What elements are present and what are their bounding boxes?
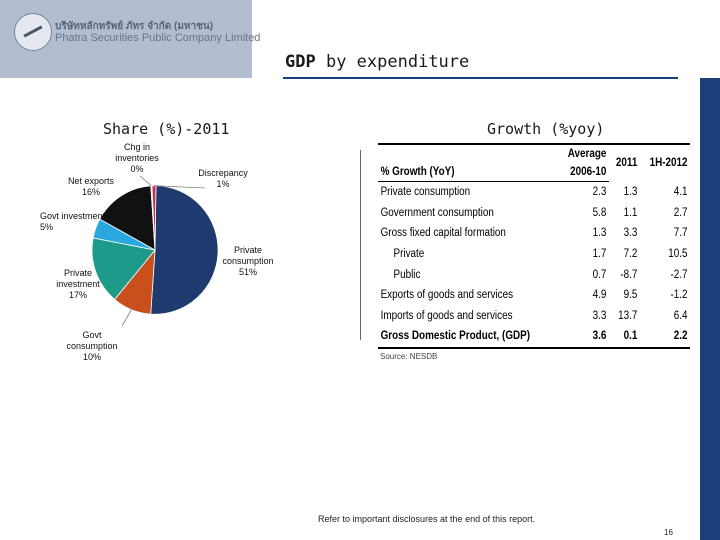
table-row: Gross Domestic Product, (GDP) 3.6 0.1 2.2 (378, 326, 690, 349)
row-2011: 1.3 (623, 186, 638, 199)
row-label: Imports of goods and services (380, 309, 513, 322)
row-label: Public (393, 268, 421, 281)
header-2006-10: 2006-10 (564, 163, 609, 182)
pie-slice-net-exports (99, 185, 156, 251)
table-row: Private consumption 2.3 1.3 4.1 (378, 182, 690, 203)
title-underline (283, 77, 678, 79)
right-accent-bar (700, 78, 720, 540)
header-1h-2012: 1H-2012 (646, 143, 690, 182)
company-name-thai: บริษัทหลักทรัพย์ ภัทร จำกัด (มหาชน) (55, 21, 214, 32)
pie-label-private-consumption: Private consumption 51% (222, 245, 273, 277)
row-2011: -8.7 (620, 268, 638, 281)
row-average: 0.7 (592, 268, 607, 281)
gdp-growth-table: Average 2011 1H-2012 % Growth (YoY) 2006… (378, 143, 690, 349)
header-average: Average (564, 143, 609, 163)
table-row: Imports of goods and services 3.3 13.7 6.4 (378, 306, 690, 327)
pie-label-private-investment: Private investment 17% (56, 268, 100, 300)
table-left-rule (360, 150, 361, 340)
gdp-share-pie-chart: Private consumption 51% Govt consumption 10% P… (40, 142, 274, 362)
pie-label-net-exports: Net exports 16% (68, 176, 115, 197)
row-label: Private consumption (380, 186, 471, 199)
row-average: 2.3 (592, 186, 607, 199)
pie-slice-private-consumption (150, 185, 219, 315)
company-logo: บริษัทหลักทรัพย์ ภัทร จำกัด (มหาชน) Phat… (0, 0, 260, 78)
page-number: 16 (664, 528, 673, 537)
table-row: Private 1.7 7.2 10.5 (378, 244, 690, 265)
pie-label-govt-consumption: Govt consumption 10% (66, 330, 117, 362)
row-1h-2012: 10.5 (668, 248, 688, 261)
company-name-english: Phatra Securities Public Company Limited (55, 32, 261, 44)
pie-label-chg-in-inventories: Chg in inventories 0% (115, 142, 159, 174)
row-2011: 1.1 (623, 206, 638, 219)
row-1h-2012: -2.7 (670, 268, 688, 281)
row-average: 1.3 (592, 227, 607, 240)
page-title-bold: GDP (285, 52, 316, 72)
row-label: Gross Domestic Product, (GDP) (378, 326, 533, 349)
row-2011: 7.2 (623, 248, 638, 261)
row-label: Exports of goods and services (380, 289, 514, 302)
logo-emblem-icon (14, 13, 52, 51)
row-2011: 9.5 (623, 289, 638, 302)
page-title-rest: by expenditure (325, 52, 470, 72)
row-1h-2012: -1.2 (670, 289, 688, 302)
table-header-row-2: % Growth (YoY) 2006-10 (378, 163, 690, 182)
header-growth-label: % Growth (YoY) (378, 163, 533, 182)
row-average: 3.6 (564, 326, 609, 349)
table-row: Gross fixed capital formation 1.3 3.3 7.7 (378, 223, 690, 244)
share-chart-title: Share (%)-2011 (103, 120, 230, 138)
pie-slice-private-investment (91, 237, 156, 300)
row-1h-2012: 2.7 (673, 206, 688, 219)
growth-table-title: Growth (%yoy) (487, 120, 605, 138)
row-label: Government consumption (380, 206, 494, 219)
pie-leader-line (139, 175, 152, 187)
header-2011: 2011 (613, 143, 640, 182)
row-average: 4.9 (592, 289, 607, 302)
table-row: Government consumption 5.8 1.1 2.7 (378, 203, 690, 224)
row-2011: 13.7 (617, 309, 638, 322)
table-row: Public 0.7 -8.7 -2.7 (378, 264, 690, 285)
table-source: Source: NESDB (380, 352, 438, 361)
page-title: GDP by expenditure (285, 52, 469, 72)
row-average: 3.3 (592, 309, 607, 322)
pie-leader-line (153, 185, 206, 189)
row-1h-2012: 6.4 (673, 309, 688, 322)
pie-label-govt-investment: Govt investment 5% (40, 211, 106, 232)
row-2011: 3.3 (623, 227, 638, 240)
row-average: 5.8 (592, 206, 607, 219)
row-1h-2012: 2.2 (646, 326, 690, 349)
disclaimer-text: Refer to important disclosures at the en… (318, 514, 536, 524)
table-header-row-1: Average 2011 1H-2012 (378, 143, 690, 182)
pie-label-discrepancy: Discrepancy 1% (198, 168, 248, 189)
table-row: Exports of goods and services 4.9 9.5 -1.2 (378, 285, 690, 306)
row-1h-2012: 7.7 (673, 227, 688, 240)
row-average: 1.7 (592, 248, 607, 261)
row-label: Gross fixed capital formation (380, 227, 506, 240)
row-1h-2012: 4.1 (673, 186, 688, 199)
row-2011: 0.1 (613, 326, 640, 349)
row-label: Private (393, 248, 425, 261)
pie-leader-line (121, 309, 132, 327)
